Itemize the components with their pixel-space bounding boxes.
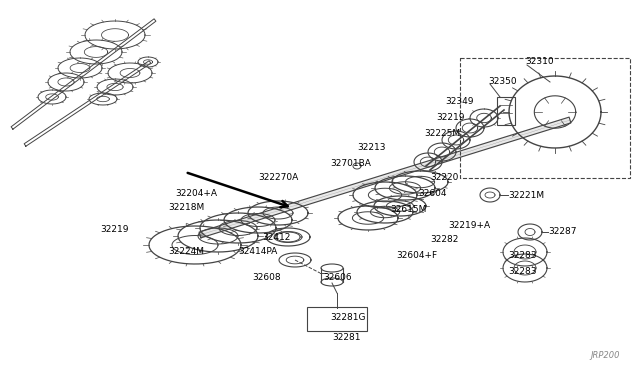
Text: JRP200: JRP200 — [591, 351, 620, 360]
Text: 32606: 32606 — [323, 273, 351, 282]
Text: 32224M: 32224M — [168, 247, 204, 257]
Text: 32283: 32283 — [508, 251, 536, 260]
Text: 32213: 32213 — [357, 144, 385, 153]
Text: 32604+F: 32604+F — [396, 251, 437, 260]
Bar — [460, 58, 630, 178]
Text: 32221M: 32221M — [508, 192, 544, 201]
Text: 32225M: 32225M — [424, 129, 460, 138]
Text: 32219+A: 32219+A — [448, 221, 490, 231]
Text: 32412: 32412 — [262, 234, 291, 243]
Text: 32204+A: 32204+A — [175, 189, 217, 198]
Text: 32608: 32608 — [252, 273, 280, 282]
Text: 32219: 32219 — [100, 225, 129, 234]
Text: 32604: 32604 — [418, 189, 447, 199]
Text: 32282: 32282 — [430, 235, 458, 244]
Text: 32283: 32283 — [508, 267, 536, 276]
Bar — [497, 97, 515, 125]
Text: 32218M: 32218M — [168, 203, 204, 212]
Text: 32310: 32310 — [525, 58, 554, 67]
Text: 32281: 32281 — [332, 334, 360, 343]
Text: 32615M: 32615M — [390, 205, 426, 215]
Text: 32281G: 32281G — [330, 314, 365, 323]
Text: 32350: 32350 — [488, 77, 516, 87]
Text: 32349: 32349 — [445, 97, 474, 106]
Text: 32701BA: 32701BA — [330, 158, 371, 167]
Polygon shape — [199, 117, 571, 238]
Text: 32220: 32220 — [430, 173, 458, 183]
Text: 322270A: 322270A — [258, 173, 298, 183]
Text: 32219: 32219 — [436, 113, 465, 122]
Text: 32414PA: 32414PA — [238, 247, 277, 257]
Text: 32287: 32287 — [548, 228, 577, 237]
